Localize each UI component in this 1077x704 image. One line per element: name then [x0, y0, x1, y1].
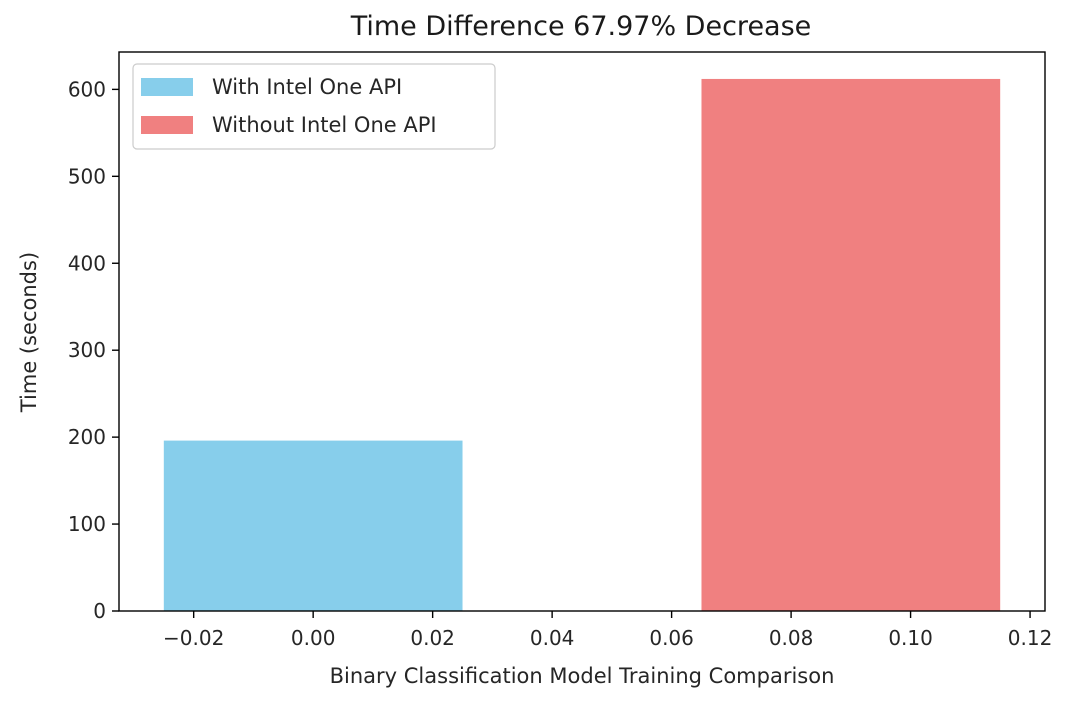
y-tick-label: 300: [68, 338, 106, 362]
x-tick-label: 0.12: [1008, 626, 1053, 650]
legend-swatch-with-intel: [141, 78, 193, 96]
chart-title: Time Difference 67.97% Decrease: [350, 11, 812, 42]
y-tick-label: 200: [68, 425, 106, 449]
y-axis-label: Time (seconds): [17, 252, 41, 413]
y-tick-label: 100: [68, 512, 106, 536]
x-tick-label: 0.04: [530, 626, 575, 650]
legend-label-with-intel: With Intel One API: [212, 75, 402, 99]
x-tick-label: 0.06: [649, 626, 694, 650]
legend-box: [132, 63, 496, 150]
legend-label-without-intel: Without Intel One API: [212, 113, 437, 137]
x-axis: −0.02 0.00 0.02 0.04 0.06 0.08 0.10 0.12: [163, 611, 1052, 650]
plot-frame: [118, 51, 1046, 612]
y-tick-label: 500: [68, 164, 106, 188]
bars-layer: [163, 78, 1001, 611]
legend: With Intel One API Without Intel One API: [132, 63, 496, 150]
y-tick-label: 400: [68, 251, 106, 275]
x-tick-label: −0.02: [163, 626, 224, 650]
bar-with-intel-one-api: [163, 440, 463, 611]
x-tick-label: 0.02: [410, 626, 455, 650]
y-tick-label: 600: [68, 77, 106, 101]
legend-swatch-without-intel: [141, 116, 193, 134]
y-axis: 0 100 200 300 400 500 600: [68, 77, 119, 623]
x-tick-label: 0.00: [291, 626, 336, 650]
x-tick-label: 0.10: [888, 626, 933, 650]
x-tick-label: 0.08: [769, 626, 814, 650]
bar-without-intel-one-api: [701, 78, 1001, 611]
y-tick-label: 0: [93, 599, 106, 623]
x-axis-label: Binary Classification Model Training Com…: [330, 664, 835, 688]
